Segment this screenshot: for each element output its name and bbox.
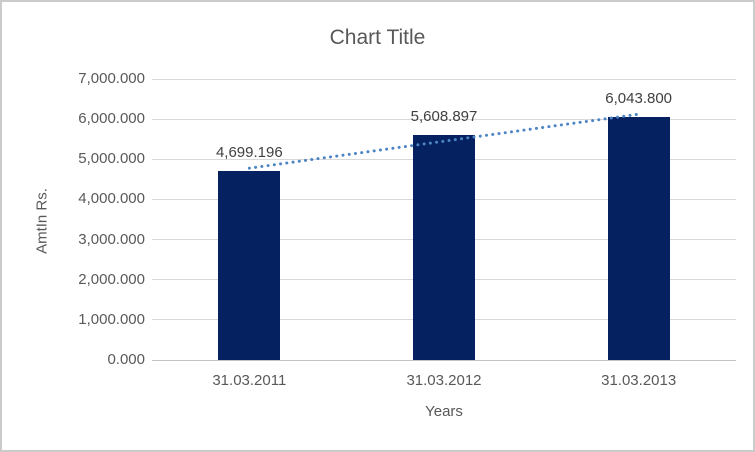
bar-31.03.2013 — [607, 117, 670, 360]
y-tick-label: 6,000.000 — [78, 110, 145, 128]
data-label: 5,608.897 — [410, 107, 478, 125]
trendline — [247, 112, 641, 170]
data-label: 4,699.196 — [215, 144, 283, 162]
x-axis-title: Years — [425, 403, 463, 420]
gridline — [152, 78, 736, 80]
x-axis-line — [152, 359, 736, 361]
y-tick-label: 3,000.000 — [78, 230, 145, 248]
bar-31.03.2011 — [218, 171, 281, 360]
x-tick-label: 31.03.2013 — [601, 372, 677, 389]
y-tick-label: 7,000.000 — [78, 70, 145, 87]
x-tick-label: 31.03.2012 — [406, 372, 482, 389]
y-tick-label: 2,000.000 — [78, 270, 145, 288]
chart-title: Chart Title — [329, 26, 426, 49]
y-tick-label: 1,000.000 — [78, 310, 145, 328]
bar-31.03.2012 — [413, 134, 475, 360]
y-tick-label: 0.000 — [107, 351, 145, 368]
y-tick-label: 4,000.000 — [78, 190, 145, 208]
plot-area — [152, 78, 736, 361]
data-label: 6,043.800 — [605, 90, 673, 108]
y-tick-label: 5,000.000 — [78, 150, 145, 168]
x-tick-label: 31.03.2011 — [212, 372, 287, 389]
gridline — [152, 118, 736, 120]
